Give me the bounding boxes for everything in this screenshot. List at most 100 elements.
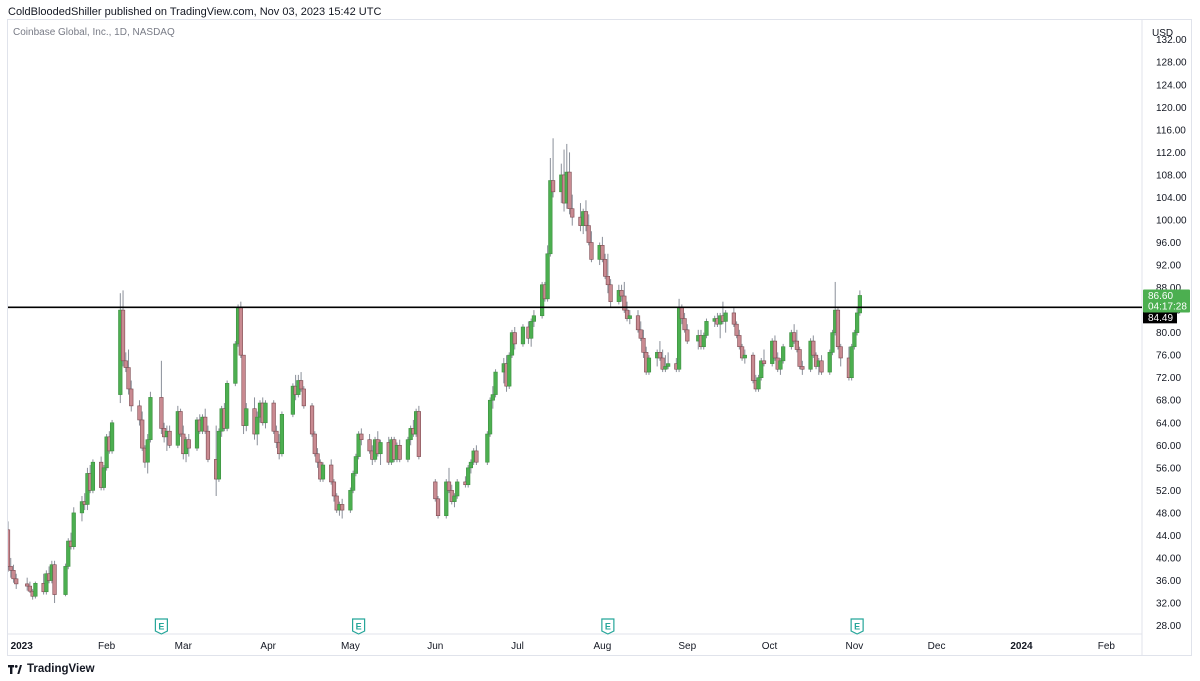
candle — [298, 372, 304, 392]
candle-body — [750, 354, 756, 381]
candle — [827, 349, 832, 375]
candle-body — [71, 512, 76, 547]
candle-body — [194, 419, 200, 449]
candle — [605, 253, 610, 294]
price-tick-label: 92.00 — [1156, 261, 1181, 272]
price-tick-label: 52.00 — [1156, 486, 1181, 497]
candle — [334, 493, 339, 513]
candle — [203, 408, 208, 435]
candle-body — [186, 439, 191, 449]
candle-body — [589, 242, 594, 260]
candle — [11, 564, 16, 583]
candle — [186, 434, 191, 457]
candle-body — [627, 315, 632, 319]
time-tick-label: Sep — [678, 641, 696, 652]
candle — [756, 374, 761, 392]
candle — [567, 152, 572, 215]
candle-body — [731, 312, 736, 325]
candle — [167, 425, 172, 449]
candle — [830, 329, 835, 356]
candle-body — [663, 366, 668, 370]
candle — [378, 439, 383, 466]
earnings-icon[interactable] — [601, 618, 615, 635]
time-tick-label: Jun — [427, 641, 443, 652]
candle-body — [704, 321, 709, 336]
candle — [435, 495, 441, 519]
candle-body — [216, 430, 222, 480]
candle-body — [811, 340, 816, 356]
candle — [145, 434, 150, 474]
earnings-icon[interactable] — [352, 618, 366, 635]
candle — [849, 343, 854, 381]
price-tick-label: 128.00 — [1156, 58, 1187, 69]
candle-body — [605, 276, 610, 286]
candle — [474, 445, 479, 466]
candle — [148, 391, 153, 443]
tradingview-logo-icon[interactable] — [8, 664, 22, 674]
candle-body — [8, 566, 13, 571]
last-price-tag — [1143, 289, 1190, 313]
candle — [137, 400, 142, 426]
candle-body — [468, 461, 474, 469]
time-axis[interactable]: 2023 Feb Mar Apr May Jun Jul Aug Sep Oct Nov Dec 202… — [11, 641, 1116, 652]
candle-body — [378, 442, 383, 455]
candle — [512, 327, 517, 350]
price-tick-label: 96.00 — [1156, 238, 1181, 249]
candle-body — [351, 473, 356, 491]
candle-body — [356, 433, 361, 457]
candle-body — [485, 433, 490, 463]
candle — [468, 459, 474, 474]
candle-body — [646, 357, 652, 373]
candle — [123, 352, 128, 373]
candle — [353, 453, 358, 477]
candle-body — [701, 335, 706, 348]
candle — [255, 411, 260, 446]
candle — [178, 408, 183, 437]
time-tick-label: Jul — [511, 641, 524, 652]
chart-area[interactable]: Coinbase Global, Inc., 1D, NASDAQ USD 13… — [7, 19, 1192, 656]
candle-body — [531, 315, 537, 322]
candle-body — [772, 340, 778, 359]
time-tick-label: Oct — [762, 641, 778, 652]
earnings-marker[interactable]: E — [850, 618, 864, 635]
price-tick-label: 116.00 — [1156, 125, 1186, 136]
candle-body — [255, 416, 260, 435]
price-tick-label: 104.00 — [1156, 193, 1187, 204]
candle-body — [225, 383, 230, 429]
candle — [531, 310, 537, 327]
candle — [682, 312, 687, 333]
candle — [750, 352, 756, 384]
price-tick-label: 44.00 — [1156, 531, 1181, 542]
price-chart[interactable]: Coinbase Global, Inc., 1D, NASDAQ USD 13… — [8, 20, 1191, 655]
publisher-header: ColdBloodedShiller published on TradingV… — [8, 6, 382, 18]
candle-body — [583, 211, 589, 226]
candle-body — [25, 583, 30, 587]
candle — [33, 581, 38, 599]
candle-body — [520, 326, 526, 345]
candle — [811, 335, 816, 358]
candle-body — [723, 312, 728, 322]
earnings-marker[interactable]: E — [601, 618, 615, 635]
price-tick-label: 112.00 — [1156, 148, 1186, 159]
earnings-icon[interactable] — [154, 618, 168, 635]
candle-body — [52, 564, 57, 595]
tradingview-brand[interactable]: TradingView — [27, 663, 95, 675]
candle-body — [852, 332, 857, 348]
candle-body — [849, 346, 854, 378]
candle — [520, 324, 526, 347]
candle — [52, 560, 57, 604]
candle-body — [608, 284, 613, 302]
time-tick-label: Nov — [845, 641, 863, 652]
candle — [101, 465, 106, 491]
candle — [493, 369, 498, 398]
candle-body — [792, 332, 797, 342]
earnings-icon[interactable] — [850, 618, 864, 635]
candle-body — [353, 456, 358, 474]
candle-body — [44, 573, 49, 593]
earnings-marker[interactable]: E — [352, 618, 366, 635]
candle — [772, 335, 778, 361]
earnings-marker[interactable]: E — [154, 618, 168, 635]
currency-label[interactable]: USD — [1152, 28, 1173, 39]
candle — [778, 357, 783, 375]
